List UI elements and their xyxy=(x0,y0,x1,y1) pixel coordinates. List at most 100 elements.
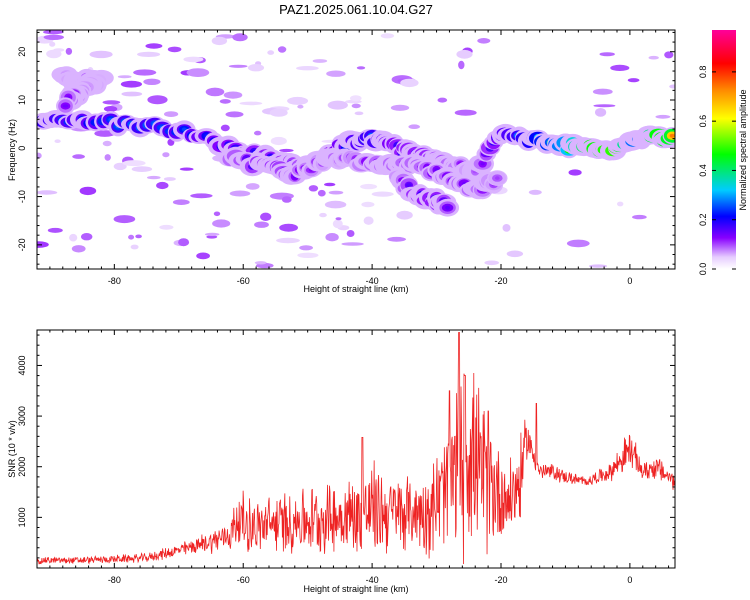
spectrogram-speckle xyxy=(81,233,93,241)
spectrogram-speckle xyxy=(71,245,86,253)
spectrogram-speckle xyxy=(213,211,221,217)
spectrogram-speckle xyxy=(297,252,319,258)
spectrogram-speckle xyxy=(225,111,244,118)
spectrogram-speckle xyxy=(317,189,326,197)
spectrogram-frame xyxy=(36,29,676,270)
spectrogram-speckle xyxy=(89,50,113,59)
spectrogram-speckle xyxy=(220,124,230,132)
spectrogram-speckle xyxy=(49,41,56,47)
spectrogram-y-label: Frequency (Hz) xyxy=(7,119,17,181)
spectrogram-speckle xyxy=(211,36,228,46)
spectrogram-speckle xyxy=(502,224,511,232)
spectrogram-speckle xyxy=(69,233,78,242)
spectrogram-speckle xyxy=(588,264,608,268)
spectrogram-speckle xyxy=(247,63,265,72)
spectrogram-speckle xyxy=(277,46,287,53)
spectrogram-speckle xyxy=(162,152,170,158)
spectrogram-speckle xyxy=(356,66,366,70)
spectrogram-speckle xyxy=(308,185,319,192)
spectrogram-speckle xyxy=(458,60,465,70)
colorbar-tick-label: 0.8 xyxy=(698,66,708,79)
spectrogram-speckle xyxy=(327,100,348,110)
figure-title: PAZ1.2025.061.10.04.G27 xyxy=(279,2,433,17)
spectrogram-speckle xyxy=(117,75,132,79)
snr-y-label: SNR (10 * v/v) xyxy=(7,420,17,478)
spectrogram-speckle xyxy=(655,114,671,119)
spectrogram-speckle xyxy=(137,51,161,58)
spectrogram-speckle xyxy=(326,70,346,77)
spectrogram-speckle xyxy=(506,250,524,258)
spectrogram-speckle xyxy=(190,193,213,199)
x-tick-label: -80 xyxy=(108,276,121,286)
spectrogram-speckle xyxy=(528,189,542,195)
spectrogram-speckle xyxy=(312,59,328,63)
y-tick-label: 3000 xyxy=(17,406,27,426)
spectrogram-speckle xyxy=(205,232,220,236)
spectrogram-cell xyxy=(495,176,500,180)
snr-frame xyxy=(36,329,676,569)
spectrogram-speckle xyxy=(592,88,613,95)
y-tick-label: 4000 xyxy=(17,355,27,375)
y-tick-label: 2000 xyxy=(17,457,27,477)
spectrogram-speckle xyxy=(143,78,161,86)
spectrogram-speckle xyxy=(239,101,263,106)
x-tick-label: 0 xyxy=(627,575,632,585)
snr-x-ticks: -80 -60 -40 -20 0 xyxy=(36,330,670,585)
spectrogram-speckle xyxy=(254,261,267,265)
spectrogram-speckle xyxy=(156,181,169,190)
spectrogram-speckle xyxy=(332,219,343,229)
x-tick-label: -60 xyxy=(237,575,250,585)
colorbar-tick-label: 0.6 xyxy=(698,115,708,128)
y-tick-label: 20 xyxy=(17,47,27,57)
spectrogram-speckle xyxy=(341,242,364,246)
spectrogram-speckle xyxy=(43,34,64,40)
spectrogram-speckle xyxy=(664,51,674,59)
spectrogram-speckle xyxy=(245,183,260,190)
spectrogram-speckle xyxy=(53,48,65,52)
colorbar-label: Normalized spectral amplitude xyxy=(738,89,748,210)
spectrogram-speckle xyxy=(477,38,491,44)
spectrogram-speckle xyxy=(669,84,675,89)
spectrogram-speckle xyxy=(324,200,347,209)
spectrogram-speckle xyxy=(167,46,182,53)
spectrogram-speckle xyxy=(79,186,97,196)
spectrogram-speckle xyxy=(219,99,231,104)
spectrogram-speckle xyxy=(121,91,143,97)
spectrogram-speckle xyxy=(335,217,342,221)
spectrogram-speckle xyxy=(595,108,607,117)
spectrogram-speckle xyxy=(363,216,374,225)
spectrogram-x-label: Height of straight line (km) xyxy=(303,284,408,294)
spectrogram-speckle xyxy=(122,160,146,167)
spectrogram-cell xyxy=(406,183,412,188)
spectrogram-speckle xyxy=(437,97,448,103)
spectrogram-speckle xyxy=(133,69,157,76)
spectrogram-cell xyxy=(669,133,675,138)
snr-x-label: Height of straight line (km) xyxy=(303,584,408,594)
spectrogram-speckle xyxy=(632,214,647,220)
spectrogram-speckle xyxy=(183,56,204,63)
spectrogram-speckle xyxy=(205,87,225,97)
spectrogram-speckle xyxy=(627,78,640,83)
spectrogram-speckle xyxy=(37,190,58,195)
snr-panel: -80 -60 -40 -20 0 1000 2000 3000 4000 Height of… xyxy=(7,329,676,594)
spectrogram-speckle xyxy=(324,182,336,187)
spectrogram-speckle xyxy=(47,227,63,233)
x-tick-label: -20 xyxy=(494,276,507,286)
spectrogram-speckle xyxy=(172,199,190,205)
spectrogram-speckle xyxy=(454,109,477,116)
spectrogram-cell xyxy=(445,205,450,210)
spectrogram-image xyxy=(37,30,675,269)
y-tick-label: 0 xyxy=(17,146,27,151)
spectrogram-speckle xyxy=(178,238,190,247)
spectrogram-speckle xyxy=(279,223,298,232)
spectrogram-speckle xyxy=(113,215,136,224)
spectrogram-speckle xyxy=(593,104,616,108)
spectrogram-speckle xyxy=(113,162,127,171)
x-tick-label: 0 xyxy=(627,276,632,286)
spectrogram-speckle xyxy=(147,175,161,180)
spectrogram-speckle xyxy=(276,237,300,244)
spectrogram-speckle xyxy=(610,64,630,71)
spectrogram-panel: -80 -60 -40 -20 0 -20 -10 0 10 20 Height of stra… xyxy=(7,29,676,294)
snr-y-ticks: 1000 2000 3000 4000 xyxy=(17,334,675,559)
